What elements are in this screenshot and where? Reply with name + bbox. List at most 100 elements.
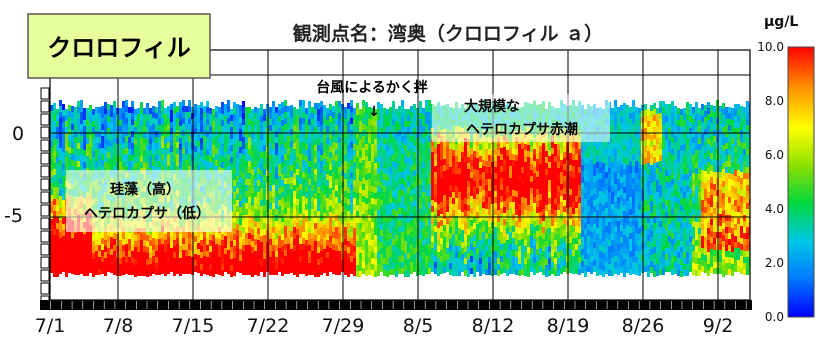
heatmap-cell	[248, 263, 251, 269]
heatmap-cell	[200, 114, 203, 120]
heatmap-cell	[56, 157, 59, 163]
heatmap-cell	[407, 115, 410, 121]
heatmap-cell	[449, 209, 452, 215]
heatmap-cell	[287, 136, 290, 142]
heatmap-cell	[488, 209, 491, 215]
heatmap-cell	[329, 188, 332, 194]
heatmap-cell	[203, 148, 206, 154]
heatmap-cell	[74, 119, 77, 125]
heatmap-cell	[488, 167, 491, 173]
heatmap-cell	[98, 119, 101, 125]
heatmap-cell	[428, 232, 431, 238]
heatmap-cell	[194, 116, 197, 122]
heatmap-cell	[188, 262, 191, 268]
heatmap-cell	[260, 116, 263, 122]
heatmap-cell	[542, 227, 545, 233]
heatmap-cell	[269, 263, 272, 269]
heatmap-cell	[464, 162, 467, 168]
heatmap-cell	[185, 124, 188, 130]
heatmap-cell	[419, 173, 422, 179]
heatmap-cell	[458, 186, 461, 192]
heatmap-cell	[104, 258, 107, 264]
heatmap-cell	[530, 182, 533, 188]
heatmap-cell	[215, 118, 218, 124]
heatmap-cell	[422, 138, 425, 144]
heatmap-cell	[251, 109, 254, 115]
heatmap-cell	[209, 240, 212, 246]
heatmap-cell	[398, 232, 401, 238]
heatmap-cell	[53, 205, 56, 211]
heatmap-cell	[377, 252, 380, 258]
heatmap-cell	[173, 264, 176, 270]
heatmap-cell	[398, 202, 401, 208]
heatmap-cell	[80, 244, 83, 250]
heatmap-cell	[338, 221, 341, 227]
heatmap-cell	[56, 211, 59, 217]
heatmap-cell	[371, 138, 374, 144]
heatmap-cell	[413, 194, 416, 200]
heatmap-cell	[410, 226, 413, 232]
heatmap-cell	[281, 102, 284, 108]
heatmap-cell	[356, 271, 359, 277]
heatmap-cell	[374, 145, 377, 151]
heatmap-cell	[461, 182, 464, 188]
heatmap-cell	[101, 250, 104, 256]
heatmap-cell	[452, 210, 455, 216]
heatmap-cell	[260, 188, 263, 194]
heatmap-cell	[248, 227, 251, 233]
heatmap-cell	[419, 203, 422, 209]
heatmap-cell	[155, 149, 158, 155]
heatmap-cell	[200, 126, 203, 132]
heatmap-cell	[425, 142, 428, 148]
heatmap-cell	[269, 245, 272, 251]
heatmap-cell	[368, 215, 371, 221]
heatmap-cell	[56, 217, 59, 223]
heatmap-cell	[380, 194, 383, 200]
heatmap-cell	[446, 260, 449, 266]
heatmap-cell	[314, 169, 317, 175]
heatmap-cell	[263, 115, 266, 121]
heatmap-cell	[296, 199, 299, 205]
heatmap-cell	[251, 211, 254, 217]
heatmap-cell	[251, 235, 254, 241]
heatmap-cell	[332, 184, 335, 190]
heatmap-cell	[521, 167, 524, 173]
heatmap-cell	[146, 247, 149, 253]
heatmap-cell	[125, 154, 128, 160]
heatmap-cell	[257, 126, 260, 132]
heatmap-cell	[236, 116, 239, 122]
heatmap-cell	[512, 256, 515, 262]
heatmap-cell	[296, 187, 299, 193]
heatmap-cell	[326, 210, 329, 216]
heatmap-cell	[317, 193, 320, 199]
heatmap-cell	[515, 143, 518, 149]
heatmap-cell	[467, 211, 470, 217]
heatmap-cell	[332, 220, 335, 226]
heatmap-cell	[161, 244, 164, 250]
heatmap-cell	[260, 140, 263, 146]
heatmap-cell	[98, 149, 101, 155]
heatmap-cell	[299, 262, 302, 268]
heatmap-cell	[281, 204, 284, 210]
heatmap-cell	[80, 154, 83, 160]
heatmap-cell	[167, 106, 170, 112]
heatmap-cell	[371, 162, 374, 168]
heatmap-cell	[221, 138, 224, 144]
heatmap-cell	[236, 188, 239, 194]
heatmap-cell	[407, 265, 410, 271]
heatmap-cell	[242, 179, 245, 185]
heatmap-cell	[86, 150, 89, 156]
heatmap-cell	[449, 197, 452, 203]
heatmap-cell	[200, 144, 203, 150]
heatmap-cell	[290, 153, 293, 159]
heatmap-cell	[344, 131, 347, 137]
heatmap-cell	[374, 211, 377, 217]
heatmap-cell	[83, 264, 86, 270]
heatmap-cell	[284, 220, 287, 226]
heatmap-cell	[293, 233, 296, 239]
heatmap-cell	[233, 270, 236, 276]
heatmap-cell	[62, 116, 65, 122]
heatmap-cell	[74, 233, 77, 239]
heatmap-cell	[428, 154, 431, 160]
heatmap-cell	[563, 164, 566, 170]
